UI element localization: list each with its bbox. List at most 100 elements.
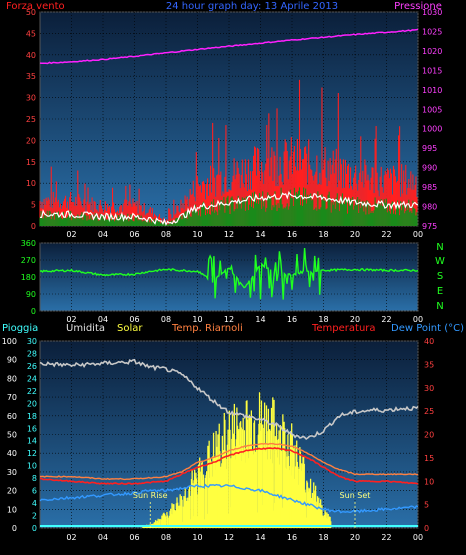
legend-dew-temp: Temp. Riarnoli (171, 323, 243, 334)
rain-y-tick: 26 (27, 362, 37, 371)
pressure-y-tick: 1010 (422, 86, 442, 95)
pressure-title: Pressione (394, 1, 442, 12)
dewtemp-line (39, 442, 419, 481)
direction-x-tick: 06 (129, 315, 139, 324)
rain-y-tick: 4 (32, 499, 37, 508)
pressure-y-tick: 1030 (422, 8, 442, 17)
direction-y-tick: 180 (21, 273, 36, 282)
temp-y-tick: 35 (424, 360, 434, 369)
temp-y-tick: 25 (424, 407, 434, 416)
rain-y-tick: 0 (32, 524, 37, 533)
pressure-y-tick: 980 (422, 203, 437, 212)
legend-humidity: Umidita (66, 323, 105, 334)
direction-x-tick: 08 (161, 315, 171, 324)
pressure-y-tick: 1000 (422, 125, 442, 134)
humidity-y-tick: 30 (7, 468, 17, 477)
pressure-y-tick: 985 (422, 183, 437, 192)
direction-x-tick: 02 (66, 315, 76, 324)
pressure-y-tick: 995 (422, 144, 437, 153)
compass-label: W (435, 256, 445, 267)
rain-y-tick: 20 (27, 399, 37, 408)
legend-temperature: Temperatura (311, 323, 376, 334)
wind-gust-line (40, 191, 419, 226)
wind-x-tick: 04 (98, 230, 108, 239)
temp-y-tick: 30 (424, 384, 434, 393)
wind-x-tick: 14 (255, 230, 265, 239)
direction-x-tick: 12 (224, 315, 234, 324)
climate-x-tick: 10 (192, 533, 202, 542)
direction-y-tick: 270 (21, 256, 36, 265)
climate-x-tick: 08 (161, 533, 171, 542)
rain-y-tick: 2 (32, 512, 37, 521)
wind-x-tick: 10 (192, 230, 202, 239)
wind-x-tick: 08 (161, 230, 171, 239)
direction-y-tick: 0 (31, 307, 36, 316)
direction-x-tick: 04 (98, 315, 108, 324)
direction-x-tick: 14 (255, 315, 265, 324)
wind-title: Forza vento (6, 1, 65, 12)
direction-x-tick: 20 (350, 315, 360, 324)
direction-x-tick: 18 (318, 315, 328, 324)
sunset-label: Sun Set (340, 491, 371, 500)
pressure-y-tick: 1025 (422, 27, 442, 36)
temp-y-tick: 10 (424, 477, 434, 486)
temp-y-tick: 40 (424, 337, 434, 346)
wind-x-tick: 18 (318, 230, 328, 239)
direction-x-tick: 00 (413, 315, 423, 324)
compass-label: S (437, 271, 443, 282)
humidity-line (39, 358, 419, 441)
wind-x-tick: 20 (350, 230, 360, 239)
graph-title: 24 hour graph day: 13 Aprile 2013 (166, 1, 338, 12)
wind-y-tick: 0 (31, 222, 36, 231)
wind-y-tick: 35 (26, 72, 36, 81)
direction-x-tick: 22 (381, 315, 391, 324)
climate-x-tick: 06 (129, 533, 139, 542)
pressure-y-tick: 1015 (422, 66, 442, 75)
rain-y-tick: 16 (27, 424, 37, 433)
pressure-line (39, 28, 419, 65)
wind-y-tick: 50 (26, 8, 36, 17)
legend-dew-point: Dew Point (°C) (391, 323, 464, 334)
wind-y-tick: 25 (26, 115, 36, 124)
wind-x-tick: 22 (381, 230, 391, 239)
wind-y-tick: 15 (26, 158, 36, 167)
wind-y-tick: 10 (26, 179, 36, 188)
climate-x-tick: 00 (413, 533, 423, 542)
humidity-y-tick: 50 (7, 431, 17, 440)
rain-y-tick: 14 (27, 437, 37, 446)
pressure-y-tick: 1020 (422, 47, 442, 56)
temp-y-tick: 15 (424, 454, 434, 463)
humidity-y-tick: 90 (7, 356, 17, 365)
compass-label: N (436, 242, 443, 253)
wind-y-tick: 5 (31, 201, 36, 210)
rain-y-tick: 10 (27, 462, 37, 471)
climate-x-tick: 14 (255, 533, 265, 542)
rain-y-tick: 28 (27, 349, 37, 358)
compass-label: E (437, 286, 443, 297)
humidity-y-tick: 10 (7, 505, 17, 514)
wind-y-tick: 20 (26, 136, 36, 145)
climate-x-tick: 20 (350, 533, 360, 542)
temperature-line (39, 447, 419, 485)
humidity-y-tick: 80 (7, 374, 17, 383)
temp-y-tick: 5 (424, 501, 429, 510)
direction-x-tick: 10 (192, 315, 202, 324)
temp-y-tick: 20 (424, 431, 434, 440)
direction-x-tick: 16 (287, 315, 297, 324)
wind-y-tick: 45 (26, 29, 36, 38)
pressure-y-tick: 990 (422, 164, 437, 173)
humidity-y-tick: 40 (7, 449, 17, 458)
wind-y-tick: 40 (26, 51, 36, 60)
temp-y-tick: 0 (424, 524, 429, 533)
wind-y-tick: 30 (26, 94, 36, 103)
wind-direction-line (39, 248, 419, 300)
climate-x-tick: 04 (98, 533, 108, 542)
rain-y-tick: 22 (27, 387, 37, 396)
rain-y-tick: 18 (27, 412, 37, 421)
humidity-y-tick: 0 (12, 524, 17, 533)
wind-x-tick: 12 (224, 230, 234, 239)
climate-x-tick: 12 (224, 533, 234, 542)
humidity-y-tick: 70 (7, 393, 17, 402)
